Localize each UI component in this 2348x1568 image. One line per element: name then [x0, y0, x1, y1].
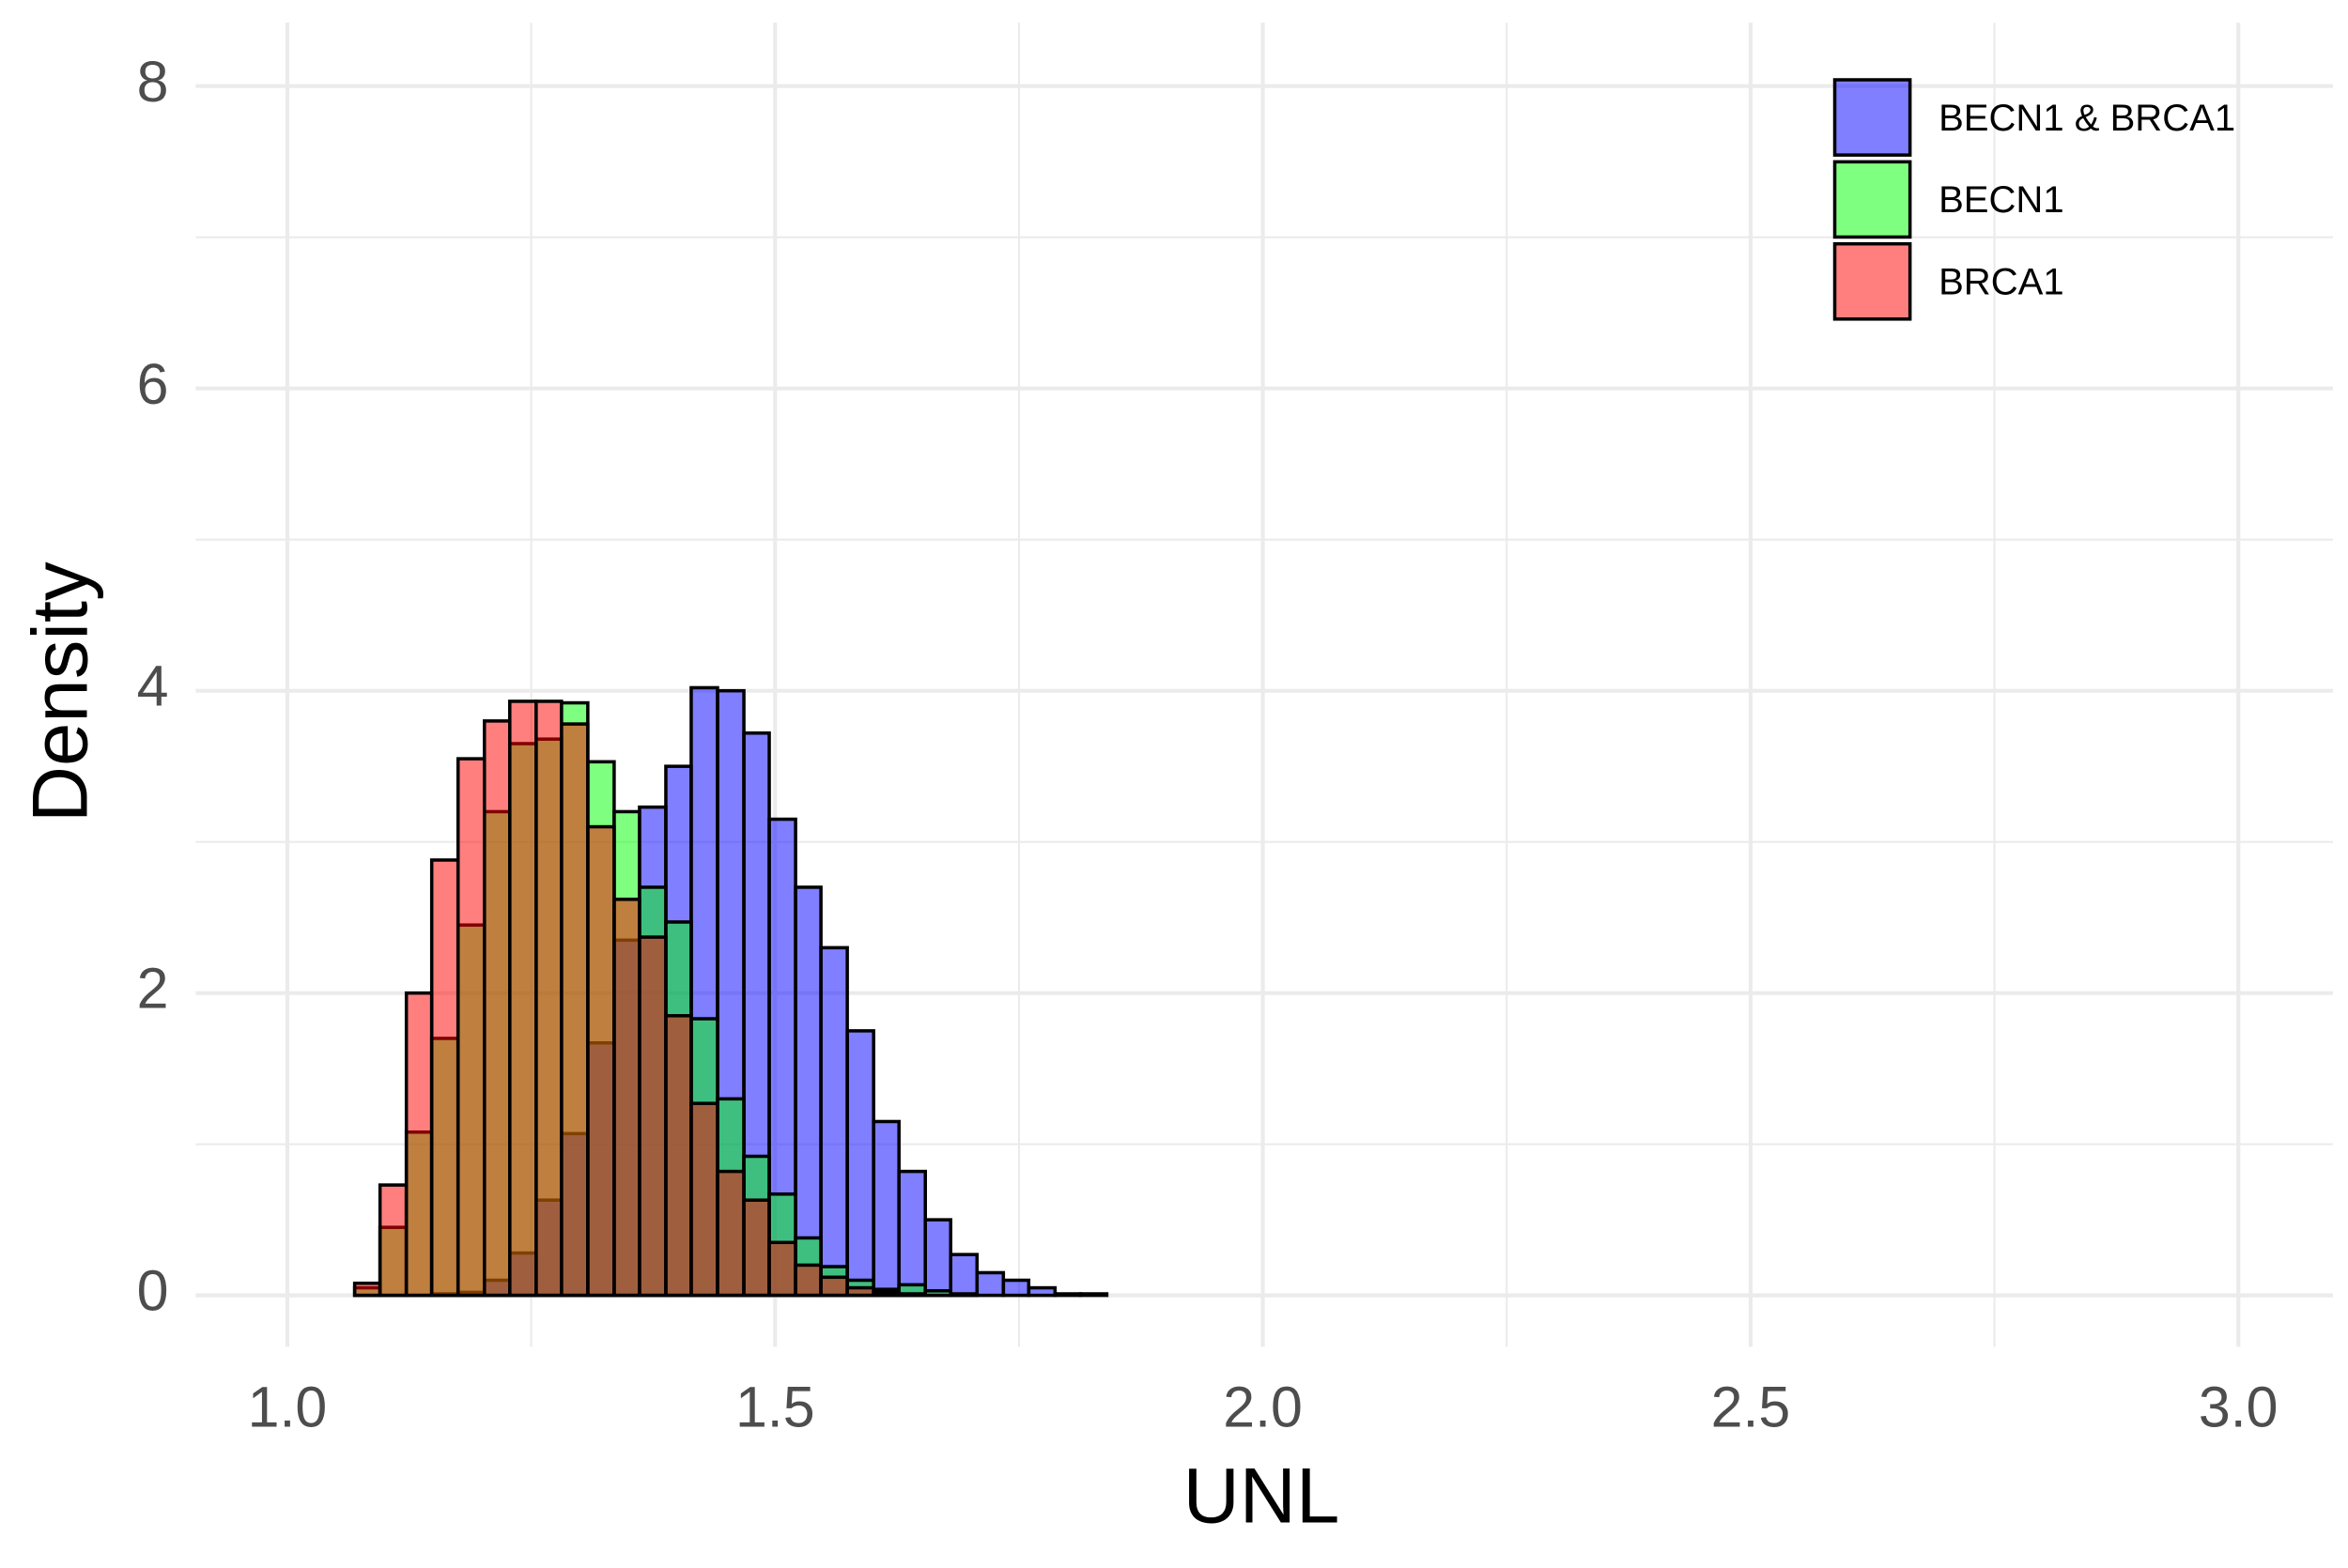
histogram-bar	[872, 1290, 901, 1298]
histogram-bar	[534, 699, 564, 1298]
x-tick-label: 2.0	[1223, 1375, 1303, 1438]
ticks: 1.0 1.5 2.0 2.5 3.0 0 2 4 6 8	[137, 50, 2278, 1439]
legend-key	[1832, 78, 1912, 157]
histogram-bar	[664, 1014, 693, 1298]
histogram-bar	[586, 824, 616, 1298]
histogram-bar	[689, 1101, 719, 1298]
x-tick-label: 1.0	[248, 1375, 328, 1438]
histogram-bar	[897, 1169, 927, 1298]
histogram-bar	[949, 1292, 980, 1298]
y-tick-label: 2	[137, 957, 169, 1021]
histogram-bar	[1027, 1285, 1058, 1298]
histogram-bar	[483, 719, 512, 1298]
histogram-bar	[456, 757, 487, 1298]
histogram-bar	[767, 1240, 797, 1298]
histogram-bar	[429, 858, 460, 1298]
histogram-bar	[975, 1270, 1006, 1298]
legend-key	[1832, 241, 1912, 321]
histogram-bar	[612, 898, 641, 1298]
histogram-bar	[897, 1292, 927, 1298]
histogram-bar	[872, 1119, 901, 1298]
histogram-bar	[742, 1198, 771, 1298]
legend-key	[1832, 160, 1912, 239]
bars	[352, 685, 1109, 1298]
histogram-bar	[1001, 1278, 1031, 1298]
y-axis-title: Density	[17, 561, 104, 822]
histogram-bar	[1078, 1292, 1109, 1298]
histogram-bar	[404, 991, 434, 1298]
y-tick-label: 4	[137, 654, 169, 718]
histogram-bar	[794, 1263, 823, 1298]
legend-label: BECN1	[1939, 179, 2064, 221]
histogram-bar	[1053, 1292, 1083, 1298]
histogram-bar	[819, 1275, 849, 1298]
x-tick-label: 1.5	[735, 1375, 815, 1438]
histogram-bar	[352, 1281, 382, 1298]
y-tick-label: 8	[137, 50, 169, 114]
y-tick-label: 0	[137, 1259, 169, 1323]
y-tick-label: 6	[137, 352, 169, 416]
histogram-bar	[716, 1169, 746, 1298]
histogram-bar	[845, 1285, 875, 1298]
histogram-bar	[923, 1289, 952, 1298]
histogram-bar	[378, 1183, 409, 1298]
histogram-bar	[560, 722, 590, 1298]
histogram-bar	[845, 1029, 875, 1298]
histogram-bar	[923, 1218, 952, 1298]
histogram-bar	[949, 1253, 980, 1298]
histogram-bar	[638, 935, 668, 1298]
x-axis-title: UNL	[1183, 1452, 1340, 1539]
legend: BECN1 & BRCA1 BECN1 BRCA1	[1832, 78, 2235, 321]
histogram-bar	[508, 699, 538, 1298]
histogram-bar	[794, 885, 823, 1298]
legend-label: BRCA1	[1939, 262, 2064, 303]
x-tick-label: 3.0	[2199, 1375, 2278, 1438]
x-tick-label: 2.5	[1711, 1375, 1791, 1438]
histogram-bar	[819, 945, 849, 1298]
legend-label: BECN1 & BRCA1	[1939, 98, 2235, 139]
